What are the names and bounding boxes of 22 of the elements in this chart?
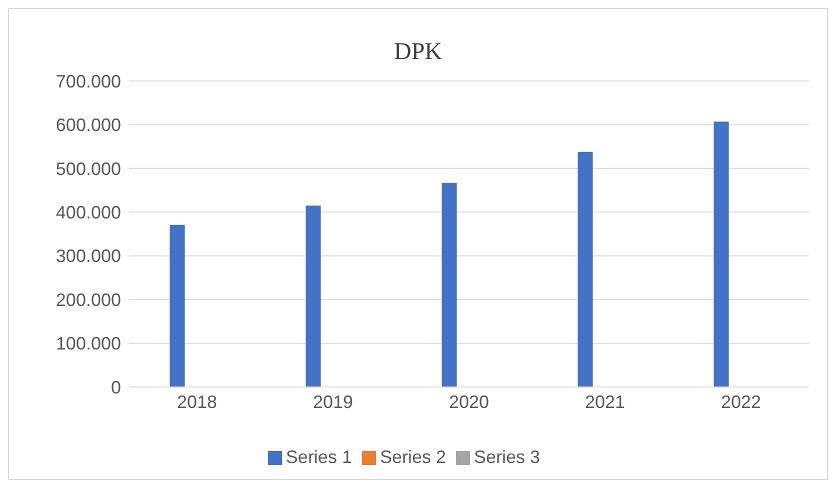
legend-label: Series 1 [286,447,352,467]
x-tick-label: 2021 [584,392,626,412]
bar [170,224,185,387]
bar [578,152,593,387]
x-tick-label: 2018 [176,392,218,412]
chart-title: DPK [392,39,443,67]
y-tick-label: 400.000 [56,202,121,223]
legend-label: Series 2 [380,447,446,467]
y-tick-label: 200.000 [56,290,121,310]
x-tick-label: 2022 [720,392,762,412]
bar [306,206,321,387]
x-tick-label: 2020 [448,392,490,412]
x-tick-label: 2019 [312,392,354,412]
y-tick-label: 600.000 [56,115,121,136]
y-tick-label: 300.000 [56,246,121,266]
y-tick-label: 700.000 [56,71,121,92]
y-tick-label: 100.000 [56,334,121,354]
y-tick-label: 0 [110,377,121,398]
bar [714,122,729,387]
legend-label: Series 3 [474,447,540,467]
y-tick-label: 500.000 [56,158,121,179]
bar [442,182,457,387]
